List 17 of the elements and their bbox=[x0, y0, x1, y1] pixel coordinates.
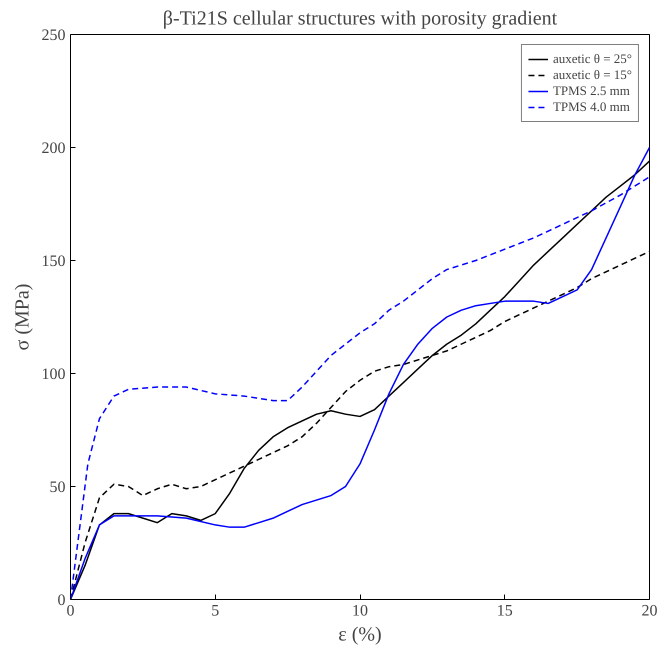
y-tick-label: 50 bbox=[50, 479, 66, 496]
y-tick-label: 150 bbox=[42, 253, 66, 270]
x-tick-label: 5 bbox=[211, 602, 220, 620]
y-tick-label: 100 bbox=[42, 366, 66, 383]
y-tick-label: 200 bbox=[42, 140, 66, 157]
legend-label: TPMS 4.0 mm bbox=[552, 99, 630, 115]
x-axis-title: ε (%) bbox=[338, 624, 382, 646]
x-tick-label: 20 bbox=[642, 602, 658, 620]
x-tick-label: 10 bbox=[352, 602, 368, 620]
y-axis-title: σ (MPa) bbox=[12, 284, 34, 350]
legend-label: auxetic θ = 15° bbox=[552, 67, 632, 83]
x-tick-label: 15 bbox=[496, 602, 513, 620]
y-tick-label: 250 bbox=[42, 27, 66, 44]
chart-title: β-Ti21S cellular structures with porosity gradient bbox=[162, 8, 558, 30]
legend-label: TPMS 2.5 mm bbox=[552, 83, 630, 99]
y-tick-label: 0 bbox=[58, 592, 66, 609]
legend-label: auxetic θ = 25° bbox=[552, 51, 632, 67]
